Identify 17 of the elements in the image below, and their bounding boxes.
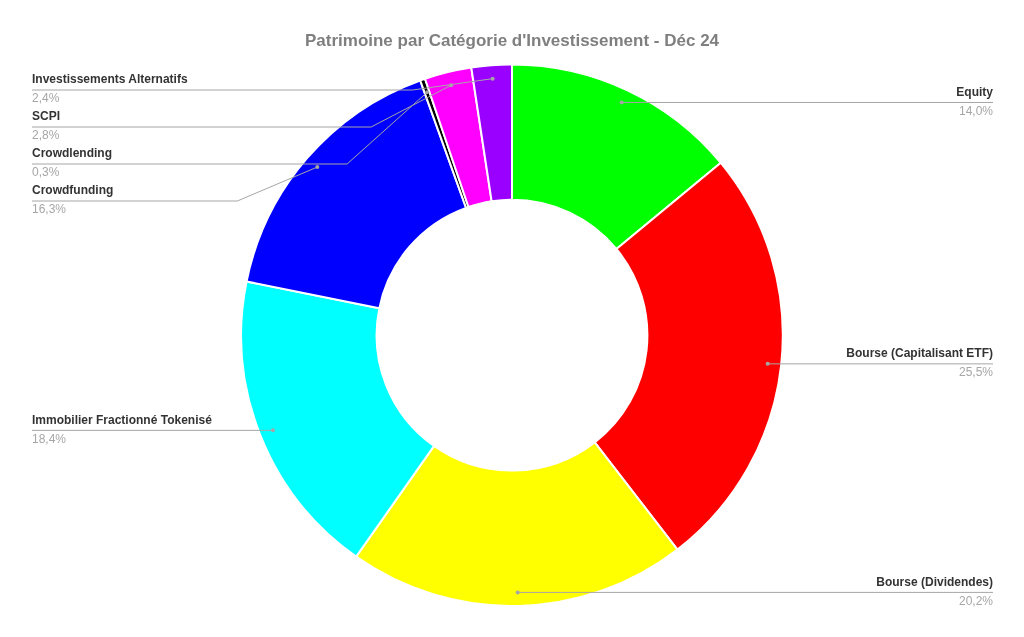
- slice-label: Crowdfunding: [32, 183, 114, 198]
- slice-label: Bourse (Capitalisant ETF): [846, 346, 993, 361]
- slice-label: Immobilier Fractionné Tokenisé: [32, 412, 213, 427]
- slice-label: Bourse (Dividendes): [876, 574, 993, 589]
- data-label: 2,4%: [32, 91, 60, 106]
- data-label: 16,3%: [32, 202, 67, 217]
- data-label: 14,0%: [958, 103, 994, 118]
- slice-label: SCPI: [32, 109, 61, 124]
- slice-label: Investissements Alternatifs: [32, 72, 188, 87]
- data-label: 20,2%: [958, 593, 994, 608]
- chart-title: Patrimoine par Catégorie d'Investissement - Déc 24: [304, 30, 720, 50]
- data-label: 18,4%: [32, 431, 67, 446]
- slice-label: Crowdlending: [32, 146, 112, 161]
- data-label: 25,5%: [958, 365, 994, 380]
- slice-label: Equity: [956, 84, 994, 99]
- data-label: 0,3%: [32, 165, 60, 180]
- data-label: 2,8%: [32, 128, 60, 143]
